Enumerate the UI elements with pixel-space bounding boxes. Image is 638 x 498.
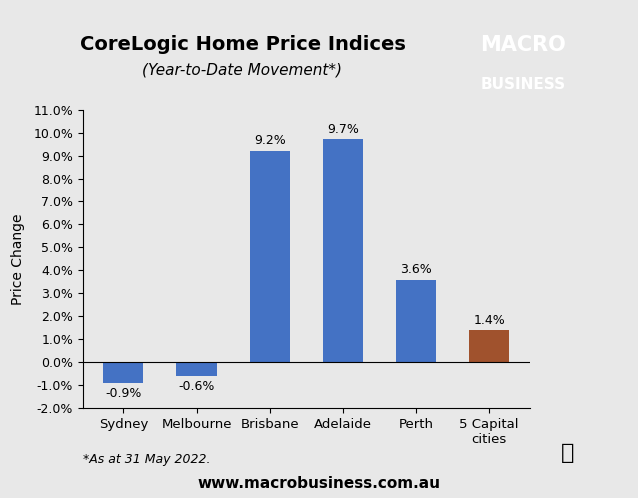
Text: MACRO: MACRO <box>480 35 566 55</box>
Bar <box>469 330 509 363</box>
Bar <box>103 363 144 383</box>
Bar <box>323 139 363 363</box>
Text: CoreLogic Home Price Indices: CoreLogic Home Price Indices <box>80 35 405 54</box>
Bar <box>249 151 290 363</box>
Bar <box>176 363 217 376</box>
Text: www.macrobusiness.com.au: www.macrobusiness.com.au <box>198 476 440 491</box>
Text: BUSINESS: BUSINESS <box>480 77 566 92</box>
Text: (Year-to-Date Movement*): (Year-to-Date Movement*) <box>142 62 343 77</box>
Text: 9.2%: 9.2% <box>254 134 286 147</box>
Text: *As at 31 May 2022.: *As at 31 May 2022. <box>83 453 211 466</box>
Text: 9.7%: 9.7% <box>327 123 359 136</box>
Text: 1.4%: 1.4% <box>473 314 505 327</box>
Bar <box>396 280 436 363</box>
Text: 3.6%: 3.6% <box>400 263 432 276</box>
Text: 🐺: 🐺 <box>561 443 574 463</box>
Text: -0.9%: -0.9% <box>105 386 142 399</box>
Y-axis label: Price Change: Price Change <box>11 213 25 305</box>
Text: -0.6%: -0.6% <box>179 379 215 392</box>
